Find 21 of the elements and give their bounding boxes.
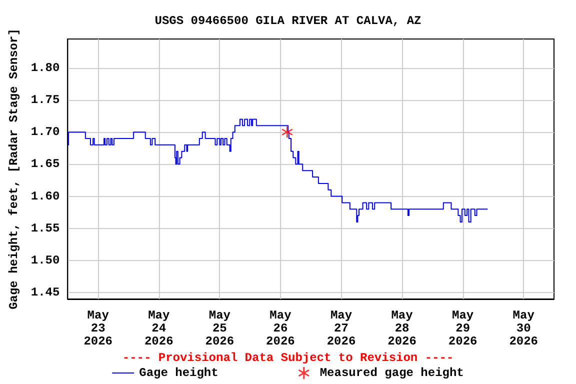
x-tick-label: May 28 2026 [388, 308, 416, 348]
y-tick-label: 1.55 [30, 221, 60, 236]
y-tick-label: 1.80 [30, 60, 60, 75]
y-tick-label: 1.65 [30, 157, 60, 172]
y-tick-label: 1.45 [30, 286, 60, 300]
x-tick-label: May 23 2026 [84, 308, 113, 348]
x-tick-label: May 26 2026 [266, 308, 295, 348]
x-tick-label: May 30 2026 [509, 308, 538, 348]
x-tick-label: May 27 2026 [326, 308, 356, 348]
y-tick-label: 1.60 [30, 189, 60, 204]
y-axis-title: Gage height, feet, [Radar Stage Sensor] [7, 28, 21, 310]
legend-label: Measured gage height [320, 366, 464, 380]
text: ---- Provisional Data Subject to Revision ---- [122, 351, 454, 365]
x-tick-label: May 25 2026 [205, 308, 234, 348]
legend-label: Gage height [139, 366, 218, 380]
y-tick-label: 1.50 [30, 253, 60, 268]
x-tick-label: May 29 2026 [448, 308, 478, 348]
y-tick-label: 1.75 [30, 92, 60, 107]
y-tick-label: 1.70 [30, 125, 60, 140]
x-tick-label: May 24 2026 [144, 308, 174, 348]
chart-title: USGS 09466500 GILA RIVER AT CALVA, AZ [154, 14, 422, 28]
